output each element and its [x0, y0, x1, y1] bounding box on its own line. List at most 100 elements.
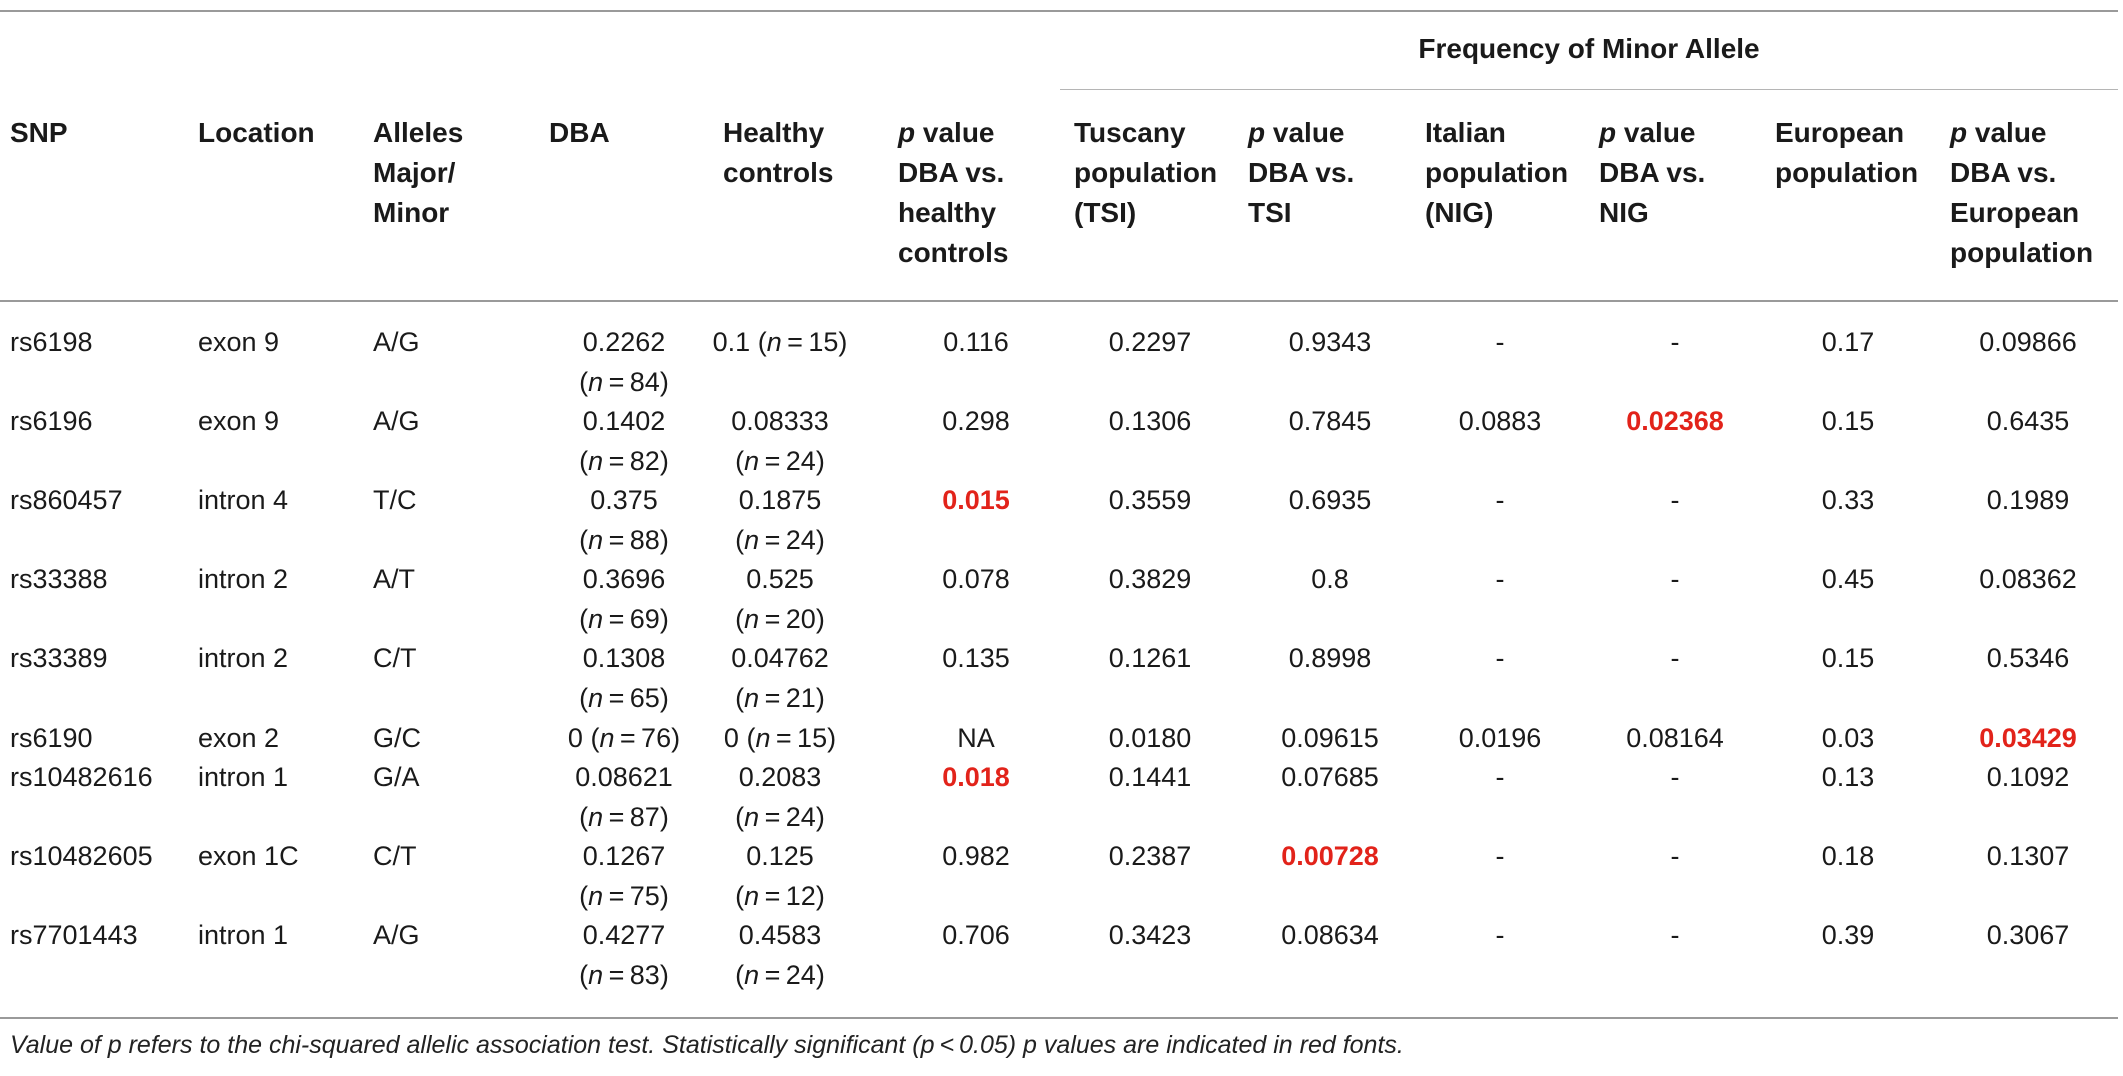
cell-alleles: A/G [373, 406, 420, 436]
column-header-line: DBA vs. [898, 157, 1005, 188]
cell-alleles: T/C [373, 485, 417, 515]
frequency-value: 0.1402 [582, 406, 666, 436]
cell-eur: 0.33 [1821, 485, 1875, 515]
cell-location: intron 2 [198, 643, 289, 673]
column-header-line: European [1775, 117, 1905, 148]
frequency-value: 0.525 [746, 564, 814, 594]
cell-p_hc: 0.706 [942, 920, 1010, 950]
column-header-line: population [1950, 237, 2094, 268]
column-header-tsi: Tuscany population (TSI) [1074, 113, 1217, 233]
cell-dba: 0.1402 (n = 82) [579, 401, 669, 481]
cell-p_eur: 0.1307 [1986, 841, 2070, 871]
cell-p_hc: 0.116 [943, 327, 1009, 357]
frequency-value: 0.1875 [738, 485, 822, 515]
cell-nig: - [1495, 327, 1505, 357]
cell-p_tsi: 0.6935 [1288, 485, 1372, 515]
cell-p_nig: - [1670, 841, 1680, 871]
column-header-line: population [1074, 157, 1218, 188]
cell-healthy: 0.1 (n = 15) [712, 327, 848, 357]
cell-p_hc: 0.982 [942, 841, 1010, 871]
column-header-line: Minor [373, 197, 450, 228]
table-footnote: Value of p refers to the chi-squared all… [10, 1031, 1404, 1059]
cell-healthy: 0.525 (n = 20) [735, 559, 825, 639]
cell-eur: 0.17 [1821, 327, 1875, 357]
cell-eur: 0.13 [1821, 762, 1875, 792]
column-header-line: p value [1599, 117, 1696, 148]
frequency-value: 0.08333 [731, 406, 829, 436]
column-header-nig: Italian population (NIG) [1425, 113, 1568, 233]
cell-alleles: A/G [373, 327, 420, 357]
cell-p_eur: 0.5346 [1986, 643, 2070, 673]
column-header-line: SNP [10, 117, 68, 148]
cell-location: intron 1 [198, 920, 289, 950]
cell-p_nig: - [1670, 643, 1680, 673]
column-header-line: (NIG) [1425, 197, 1494, 228]
cell-eur: 0.15 [1821, 406, 1875, 436]
cell-nig: 0.0196 [1458, 723, 1542, 753]
sample-size: 15 [797, 723, 828, 753]
cell-eur: 0.18 [1821, 841, 1875, 871]
sample-size: 24 [785, 960, 816, 990]
column-header-line: Location [198, 117, 315, 148]
column-header-line: p value [898, 117, 995, 148]
cell-p_eur: 0.1989 [1986, 485, 2070, 515]
cell-alleles: C/T [373, 841, 417, 871]
cell-alleles: C/T [373, 643, 417, 673]
cell-location: intron 2 [198, 564, 289, 594]
frequency-value: 0.04762 [731, 643, 829, 673]
cell-p_eur: 0.1092 [1986, 762, 2070, 792]
cell-location: exon 9 [198, 327, 280, 357]
sample-size: 24 [785, 525, 816, 555]
frequency-value: 0.375 [590, 485, 658, 515]
frequency-value: 0.4583 [738, 920, 822, 950]
cell-nig: 0.0883 [1458, 406, 1542, 436]
cell-p_hc: NA [957, 723, 995, 753]
sample-size: 21 [785, 683, 816, 713]
column-header-line: (TSI) [1074, 197, 1137, 228]
cell-location: exon 2 [198, 723, 280, 753]
cell-p_nig: - [1670, 920, 1680, 950]
column-header-line: healthy [898, 197, 997, 228]
sample-size: 69 [629, 604, 660, 634]
column-header-p_tsi: p value DBA vs. TSI [1248, 113, 1354, 233]
column-header-eur: European population [1775, 113, 1918, 193]
cell-p_tsi: 0.09615 [1281, 723, 1379, 753]
table-top-rule [0, 10, 2118, 12]
cell-location: intron 1 [198, 762, 289, 792]
cell-p_nig: - [1670, 762, 1680, 792]
cell-snp: rs6196 [10, 406, 93, 436]
column-header-line: TSI [1248, 197, 1292, 228]
column-header-line: controls [898, 237, 1009, 268]
cell-p_hc: 0.018 [942, 762, 1010, 792]
cell-p_nig: - [1670, 564, 1680, 594]
cell-healthy: 0.04762 (n = 21) [731, 638, 829, 718]
cell-dba: 0.1267 (n = 75) [579, 836, 669, 916]
cell-snp: rs33388 [10, 564, 108, 594]
cell-eur: 0.45 [1821, 564, 1875, 594]
cell-eur: 0.03 [1821, 723, 1875, 753]
cell-alleles: A/G [373, 920, 420, 950]
frequency-value: 0.4277 [582, 920, 666, 950]
cell-p_nig: - [1670, 485, 1680, 515]
cell-alleles: G/A [373, 762, 420, 792]
cell-dba: 0.2262 (n = 84) [579, 322, 669, 402]
cell-p_tsi: 0.07685 [1281, 762, 1379, 792]
column-header-location: Location [198, 113, 315, 153]
cell-nig: - [1495, 920, 1505, 950]
cell-tsi: 0.2387 [1108, 841, 1192, 871]
column-header-line: controls [723, 157, 834, 188]
cell-tsi: 0.1306 [1108, 406, 1192, 436]
sample-size: 87 [629, 802, 660, 832]
cell-nig: - [1495, 564, 1505, 594]
sample-size: 76 [641, 723, 672, 753]
cell-alleles: A/T [373, 564, 416, 594]
column-header-line: DBA vs. [1248, 157, 1355, 188]
cell-tsi: 0.2297 [1108, 327, 1192, 357]
cell-p_eur: 0.09866 [1979, 327, 2077, 357]
cell-eur: 0.15 [1821, 643, 1875, 673]
column-header-line: European [1950, 197, 2080, 228]
cell-tsi: 0.0180 [1108, 723, 1192, 753]
cell-tsi: 0.3829 [1108, 564, 1192, 594]
cell-location: exon 1C [198, 841, 299, 871]
cell-dba: 0.1308 (n = 65) [579, 638, 669, 718]
